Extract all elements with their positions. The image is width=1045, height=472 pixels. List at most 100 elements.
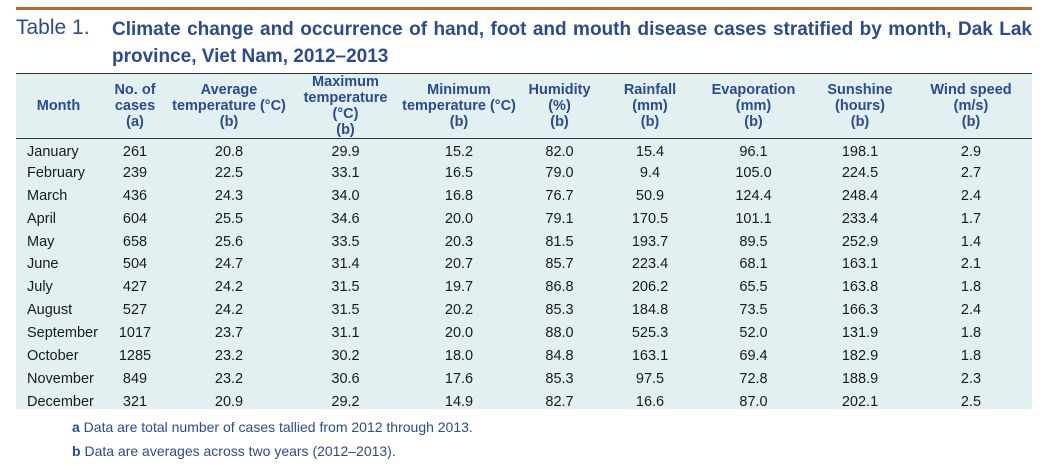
column-header-line: (b) (550, 114, 569, 130)
value-cell: 79.1 (545, 210, 574, 227)
value-cell: 52.0 (739, 325, 768, 342)
value-cell: 85.7 (545, 256, 574, 273)
value-cell: 18.0 (444, 347, 474, 364)
column-header-line: Month (36, 98, 81, 114)
column-header-line: (b) (640, 114, 660, 130)
value-cell: 525.3 (631, 325, 669, 342)
value-cell: 25.5 (214, 210, 244, 227)
value-cell: 88.0 (545, 325, 574, 342)
value-cell: 170.5 (631, 210, 669, 227)
value-cell: 24.3 (214, 187, 244, 204)
value-cell: 20.0 (444, 325, 474, 342)
month-cell: April (27, 210, 57, 227)
value-cell: 50.9 (635, 187, 665, 204)
value-cell: 76.7 (545, 187, 574, 204)
value-cell: 436 (122, 187, 148, 204)
footnote-marker: a (72, 419, 80, 435)
table-row: February 239 22.5 33.1 16.5 79.0 9.4 105.0 224.5… (16, 161, 1032, 184)
value-cell: 69.4 (739, 347, 768, 364)
value-cell: 252.9 (841, 233, 879, 250)
value-cell: 65.5 (739, 279, 768, 296)
month-cell: February (27, 164, 86, 181)
value-cell: 33.1 (331, 164, 360, 181)
value-cell: 30.2 (331, 347, 360, 364)
month-cell: November (27, 370, 94, 387)
value-cell: 202.1 (841, 393, 879, 410)
data-table: Month No. of cases (a) Average temperature (°… (16, 73, 1032, 413)
month-cell: September (27, 325, 98, 342)
column-header-line: (b) (961, 114, 981, 130)
value-cell: 188.9 (841, 370, 879, 387)
value-cell: 163.8 (841, 279, 879, 296)
month-cell: June (27, 256, 59, 273)
value-cell: 22.5 (214, 164, 244, 181)
value-cell: 97.5 (635, 370, 665, 387)
value-cell: 1.8 (960, 325, 982, 342)
column-header-line: Wind speed (930, 82, 1012, 98)
value-cell: 20.3 (444, 233, 474, 250)
month-cell: January (27, 143, 79, 160)
column-header-line: (m/s) (953, 98, 989, 114)
value-cell: 504 (122, 256, 148, 273)
value-cell: 16.8 (444, 187, 474, 204)
value-cell: 34.0 (331, 187, 360, 204)
value-cell: 2.4 (960, 187, 982, 204)
column-header: Sunshine (hours) (b) (810, 73, 910, 139)
value-cell: 84.8 (545, 347, 574, 364)
column-header-line: cases (114, 98, 156, 114)
value-cell: 20.2 (444, 302, 474, 319)
table-row: April 604 25.5 34.6 20.0 79.1 170.5 101.1 233.4 1… (16, 207, 1032, 230)
column-header: Evaporation (mm) (b) (697, 73, 810, 139)
value-cell: 223.4 (631, 256, 669, 273)
value-cell: 105.0 (735, 164, 772, 181)
data-table-container: Month No. of cases (a) Average temperature (°… (16, 73, 1032, 410)
table-title: Climate change and occurrence of hand, f… (112, 19, 1032, 67)
value-cell: 86.8 (545, 279, 574, 296)
value-cell: 16.5 (444, 164, 474, 181)
column-header-line: (b) (850, 114, 870, 130)
value-cell: 2.7 (960, 164, 982, 181)
value-cell: 30.6 (331, 370, 360, 387)
value-cell: 23.2 (214, 347, 244, 364)
table-body: January 261 20.8 29.9 15.2 82.0 15.4 96.1 198.1 2… (16, 139, 1032, 414)
caption-rule (16, 7, 1032, 10)
column-header-line: Rainfall (623, 82, 677, 98)
table-row: May 658 25.6 33.5 20.3 81.5 193.7 89.5 252.9 1.4 (16, 230, 1032, 253)
column-header-line: temperature (°C) (402, 98, 516, 114)
table-row: September 1017 23.7 31.1 20.0 88.0 525.3 52.0 13… (16, 322, 1032, 345)
column-header-line: temperature (°C) (303, 90, 388, 122)
column-header: Wind speed (m/s) (b) (910, 73, 1032, 139)
column-header-line: (hours) (835, 98, 885, 114)
value-cell: 2.9 (960, 143, 982, 160)
value-cell: 184.8 (631, 302, 669, 319)
value-cell: 163.1 (841, 256, 879, 273)
value-cell: 73.5 (739, 302, 768, 319)
footnote-text: Data are averages across two years (2012… (80, 443, 396, 459)
column-header: Month (16, 73, 101, 139)
value-cell: 34.6 (331, 210, 360, 227)
value-cell: 233.4 (841, 210, 879, 227)
column-header-line: (b) (449, 114, 469, 130)
value-cell: 163.1 (631, 347, 669, 364)
value-cell: 19.7 (444, 279, 474, 296)
table-row: August 527 24.2 31.5 20.2 85.3 184.8 73.5 166.3 2… (16, 299, 1032, 322)
value-cell: 14.9 (444, 393, 474, 410)
value-cell: 20.0 (444, 210, 474, 227)
table-row: June 504 24.7 31.4 20.7 85.7 223.4 68.1 163.1 2.1 (16, 253, 1032, 276)
column-header: Maximum temperature (°C) (b) (289, 73, 402, 139)
column-header: Minimum temperature (°C) (b) (402, 73, 516, 139)
value-cell: 427 (122, 279, 148, 296)
table-row: July 427 24.2 31.5 19.7 86.8 206.2 65.5 163.8 1.8 (16, 276, 1032, 299)
column-header: Average temperature (°C) (b) (169, 73, 289, 139)
value-cell: 101.1 (735, 210, 772, 227)
value-cell: 31.1 (331, 325, 360, 342)
column-header-line: No. of (114, 82, 156, 98)
column-header-line: Sunshine (827, 82, 893, 98)
column-header-line: (b) (744, 114, 763, 130)
table-label: Table 1. (16, 16, 90, 39)
month-cell: August (27, 302, 73, 319)
value-cell: 25.6 (214, 233, 244, 250)
value-cell: 20.7 (444, 256, 474, 273)
column-header-line: Humidity (%) (528, 82, 591, 114)
value-cell: 1285 (118, 347, 152, 364)
